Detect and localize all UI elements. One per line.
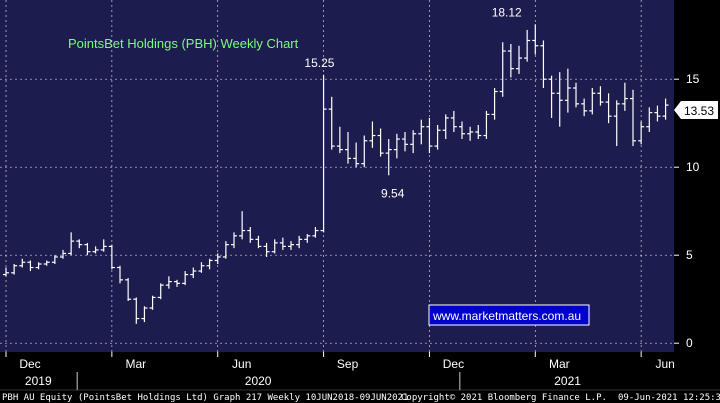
price-bars: [3, 24, 669, 324]
y-tick-label: 15: [686, 72, 700, 86]
price-annotations: 15.25 9.54 18.12: [304, 5, 522, 200]
footer-copyright: Copyright© 2021 Bloomberg Finance L.P.: [401, 393, 607, 403]
price-annotation: 18.12: [492, 5, 522, 19]
y-axis: 0 5 10 15: [674, 72, 700, 350]
y-tick-label: 5: [686, 248, 693, 262]
price-annotation: 9.54: [381, 186, 405, 200]
x-axis: Dec Mar Jun Sep Dec Mar Jun 2019 2020 2021: [5, 352, 675, 390]
footer-date: 09-Jun-2021 12:25:33: [618, 393, 720, 403]
y-axis-background: [674, 0, 720, 352]
chart-title: PointsBet Holdings (PBH) Weekly Chart: [68, 36, 299, 51]
price-annotation: 15.25: [304, 56, 334, 70]
url-watermark: www.marketmatters.com.au: [428, 304, 590, 326]
last-price-value: 13.53: [684, 104, 714, 118]
x-tick-label: Jun: [232, 357, 251, 371]
x-tick-label: Sep: [337, 357, 359, 371]
x-tick-label: Mar: [126, 357, 147, 371]
x-tick-label: Jun: [655, 357, 674, 371]
x-year-label: 2019: [25, 374, 52, 388]
y-tick-label: 0: [686, 336, 693, 350]
x-year-label: 2021: [554, 374, 581, 388]
y-tick-label: 10: [686, 160, 700, 174]
footer-left: PBH AU Equity (PointsBet Holdings Ltd) G…: [2, 393, 408, 403]
x-tick-label: Mar: [549, 357, 570, 371]
grid-lines: [0, 0, 674, 352]
url-text: www.marketmatters.com.au: [432, 309, 581, 323]
x-tick-label: Dec: [19, 357, 40, 371]
plot-background: [0, 0, 674, 352]
x-tick-label: Dec: [443, 357, 464, 371]
x-axis-background: [0, 352, 720, 403]
last-price-badge: 13.53: [674, 101, 718, 119]
x-year-label: 2020: [245, 374, 272, 388]
